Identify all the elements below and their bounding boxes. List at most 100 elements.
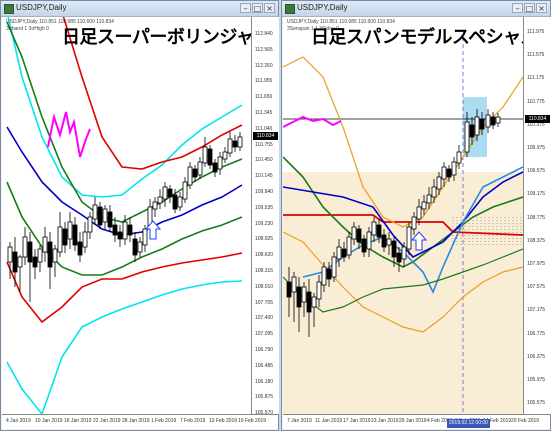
price-axis-label: 108.925 [255, 236, 274, 243]
minimize-button[interactable]: – [240, 3, 251, 13]
time-axis-label: 1 Feb 2019 [151, 418, 177, 424]
candlestick [67, 221, 73, 240]
candlestick [479, 118, 485, 130]
candlestick [421, 201, 427, 210]
close-button[interactable]: × [536, 3, 547, 13]
candlestick [351, 226, 357, 240]
candlestick [127, 224, 133, 236]
price-plot-area[interactable]: USDJPY,Daily 110.851 110.985 110.600 110… [283, 17, 539, 414]
chart-window-super-bollinger[interactable]: USDJPY,Daily – □ × USDJPY,Daily 110.851 … [0, 0, 279, 431]
candlestick [142, 228, 148, 246]
mid-band-line [6, 126, 243, 236]
candlestick [326, 268, 332, 280]
candlestick [316, 281, 322, 300]
window-title: USDJPY,Daily [297, 3, 348, 12]
candlestick [381, 234, 387, 248]
price-axis-label: 108.775 [527, 214, 546, 221]
price-axis[interactable]: 111.975 111.575 111.175 110.775 110.375 109.9… [523, 17, 551, 414]
candlestick [311, 296, 317, 308]
minimize-button[interactable]: – [512, 3, 523, 13]
candlestick [212, 162, 218, 173]
chart-info-line: USDJPY,Daily 110.851 110.985 110.600 110… [6, 19, 114, 25]
candlestick [356, 228, 362, 243]
span-model-chart-canvas [283, 37, 523, 414]
price-axis-label: 110.145 [255, 173, 273, 180]
maximize-button[interactable]: □ [252, 3, 263, 13]
price-axis-label: 108.620 [255, 252, 274, 259]
candlestick [97, 206, 103, 226]
price-plot-area[interactable]: USDJPY,Daily 110.851 110.985 110.600 110… [2, 17, 271, 414]
chart-window-icon [4, 4, 14, 14]
price-axis-label: 107.975 [527, 261, 546, 267]
candlestick [291, 276, 297, 293]
candlestick [152, 201, 158, 210]
candlestick [107, 211, 113, 228]
price-axis-label: 105.570 [255, 410, 273, 416]
price-axis-label: 109.535 [255, 204, 274, 211]
close-button[interactable]: × [264, 3, 275, 13]
price-axis-label: 110.755 [255, 141, 273, 148]
candlestick [341, 248, 347, 258]
up-arrow-icon [410, 231, 428, 251]
price-axis-label: 112.565 [255, 46, 273, 53]
candlestick [495, 116, 501, 124]
time-axis-label: 22 Jan 2019 [93, 418, 121, 424]
candlestick [197, 161, 203, 176]
candlestick [301, 286, 307, 303]
candlestick [122, 221, 128, 240]
candlestick [52, 248, 58, 263]
candlestick [132, 238, 138, 256]
candlestick [451, 161, 457, 176]
chart-info-line: USDJPY,Daily 110.851 110.985 110.600 110… [287, 19, 395, 25]
span-lower-green [283, 248, 523, 313]
candlestick [431, 186, 437, 198]
price-axis-label: 105.975 [527, 377, 546, 383]
candlestick [406, 226, 412, 250]
candlestick [32, 256, 38, 268]
candlestick [469, 124, 475, 138]
time-axis[interactable]: 7 Jan 2019 11 Jan 2019 17 Jan 2019 23 Jan 2… [283, 414, 550, 429]
candlestick [411, 216, 417, 230]
chart-window-span-model[interactable]: USDJPY,Daily – □ × USDJPY,Daily 110.851 … [281, 0, 551, 431]
price-axis[interactable]: 112.840 112.565 112.260 111.955 111.650 111.3… [251, 17, 279, 416]
price-axis-label: 106.790 [255, 347, 274, 353]
time-axis-label: 14 Feb 2019 [483, 418, 512, 424]
indicator-info-line: 3Senspan 1 1 3Sidou 0 [287, 26, 339, 32]
candlestick [217, 156, 223, 170]
window-titlebar[interactable]: USDJPY,Daily – □ × [282, 1, 550, 17]
current-price-marker: 110.834 [525, 115, 550, 123]
sigma1-upper-line [6, 21, 243, 223]
time-axis[interactable]: 4 Jan 2019 10 Jan 2019 16 Jan 2019 22 Jan 2… [2, 414, 278, 429]
candlestick [62, 228, 68, 246]
price-axis-label: 111.040 [255, 125, 273, 132]
maximize-button[interactable]: □ [524, 3, 535, 13]
candlestick [207, 148, 213, 166]
price-axis-label: 107.575 [527, 284, 546, 291]
price-axis-label: 111.175 [527, 75, 545, 82]
candlestick [464, 121, 470, 153]
window-titlebar[interactable]: USDJPY,Daily – □ × [1, 1, 278, 17]
sigma2-upper-line [62, 17, 243, 170]
bollinger-chart-canvas [6, 17, 243, 414]
price-axis-label: 111.975 [527, 29, 545, 35]
candlestick [202, 146, 208, 164]
time-axis-label: 4 Jan 2019 [6, 418, 31, 424]
overlay-title: 日足スパンモデルスペシャル [311, 27, 539, 48]
candlestick [296, 286, 302, 308]
conversion-line-blue [283, 171, 523, 258]
candlestick [137, 241, 143, 253]
candlestick [12, 251, 18, 273]
candlestick [321, 266, 327, 286]
candlestick [222, 151, 228, 160]
price-axis-label: 112.840 [255, 31, 273, 37]
chart-window-icon [285, 4, 295, 14]
candlestick [426, 194, 432, 204]
candlestick [77, 241, 83, 256]
price-axis-label: 105.575 [527, 400, 546, 407]
candlestick [416, 206, 422, 220]
time-axis-label: 20 Feb 2019 [511, 418, 540, 424]
time-axis-label: 23 Jan 2019 [371, 418, 399, 424]
chikou-span-line [47, 111, 91, 158]
candlestick [87, 216, 93, 233]
price-axis-label: 105.875 [255, 394, 274, 401]
